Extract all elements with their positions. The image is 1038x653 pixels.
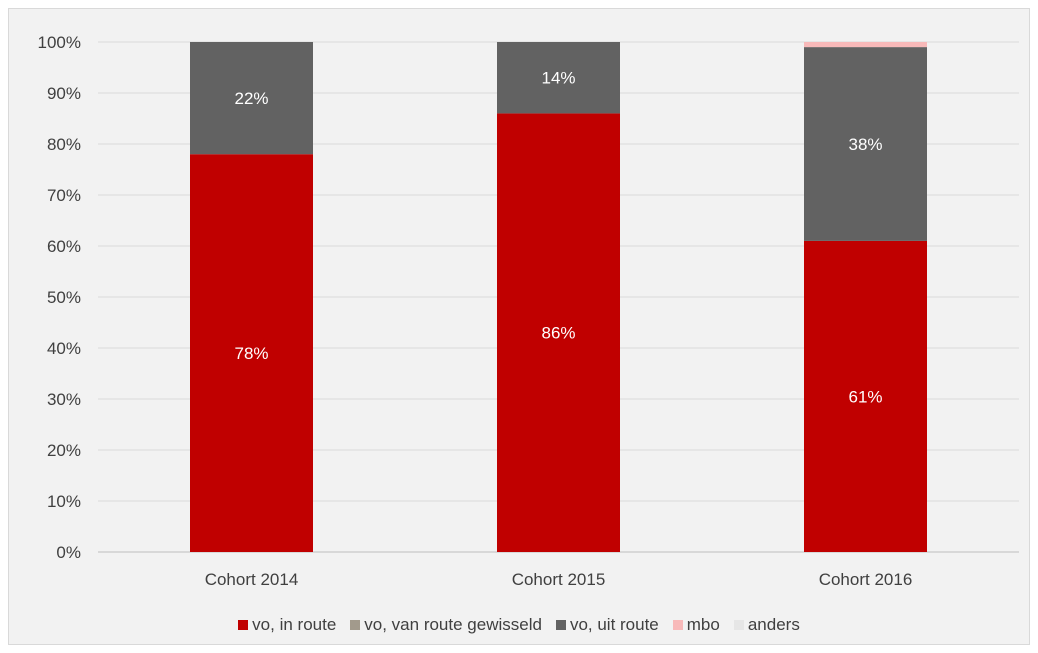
x-tick-label: Cohort 2014: [205, 570, 299, 589]
bar-segment: [804, 42, 927, 48]
legend-label: vo, van route gewisseld: [364, 615, 542, 634]
legend-label: anders: [747, 615, 800, 634]
bar-segment: [190, 154, 313, 552]
legend-swatch: [672, 620, 683, 630]
y-tick-label: 20%: [47, 441, 81, 460]
bar-segment: [804, 47, 927, 241]
data-label: 38%: [848, 135, 882, 154]
data-label: 86%: [541, 324, 575, 343]
y-tick-label: 90%: [47, 84, 81, 103]
legend-swatch: [555, 620, 566, 630]
legend-swatch: [238, 620, 249, 630]
legend-label: vo, uit route: [569, 615, 659, 634]
y-tick-label: 80%: [47, 135, 81, 154]
bar-segment: [804, 240, 927, 552]
legend-label: mbo: [686, 615, 720, 634]
legend-item: anders: [733, 615, 800, 635]
y-tick-label: 60%: [47, 237, 81, 256]
legend-swatch: [733, 620, 744, 630]
chart-container: 0% 10% 20% 30% 40% 50% 60% 70% 80% 90% 100% 78% 22% C…: [8, 8, 1030, 645]
stacked-bar-chart: 0% 10% 20% 30% 40% 50% 60% 70% 80% 90% 100% 78% 22% C…: [38, 33, 1019, 589]
legend-item: vo, uit route: [555, 615, 659, 635]
y-tick-label: 10%: [47, 492, 81, 511]
bar-segment: [497, 42, 620, 114]
chart-legend: vo, in route vo, van route gewisseld vo, u…: [9, 615, 1029, 635]
y-tick-label: 50%: [47, 288, 81, 307]
legend-item: mbo: [672, 615, 720, 635]
data-label: 61%: [848, 387, 882, 406]
legend-item: vo, in route: [238, 615, 336, 635]
bar-segment: [190, 42, 313, 155]
x-tick-label: Cohort 2015: [512, 570, 606, 589]
y-tick-label: 30%: [47, 390, 81, 409]
y-tick-label: 100%: [38, 33, 81, 52]
legend-item: vo, van route gewisseld: [350, 615, 542, 635]
data-label: 14%: [541, 69, 575, 88]
bar-segment: [497, 113, 620, 553]
legend-swatch: [350, 620, 361, 630]
data-label: 22%: [234, 89, 268, 108]
data-label: 78%: [234, 344, 268, 363]
y-tick-label: 70%: [47, 186, 81, 205]
y-tick-label: 40%: [47, 339, 81, 358]
x-tick-label: Cohort 2016: [819, 570, 913, 589]
legend-label: vo, in route: [252, 615, 337, 634]
y-tick-label: 0%: [56, 543, 81, 562]
